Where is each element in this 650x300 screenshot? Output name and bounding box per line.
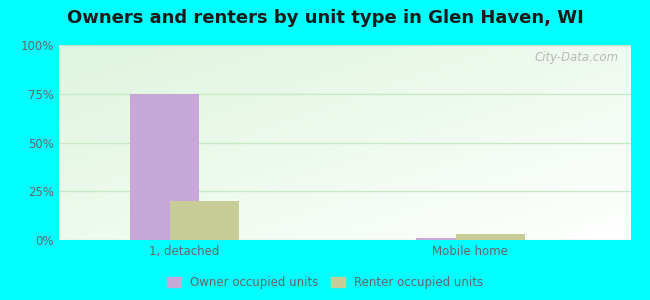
Text: Owners and renters by unit type in Glen Haven, WI: Owners and renters by unit type in Glen …	[66, 9, 584, 27]
Bar	[130, 94, 199, 240]
Bar	[170, 201, 239, 240]
Text: City-Data.com: City-Data.com	[535, 51, 619, 64]
Bar	[456, 234, 525, 240]
Bar	[416, 238, 485, 240]
Legend: Owner occupied units, Renter occupied units: Owner occupied units, Renter occupied un…	[162, 272, 488, 294]
